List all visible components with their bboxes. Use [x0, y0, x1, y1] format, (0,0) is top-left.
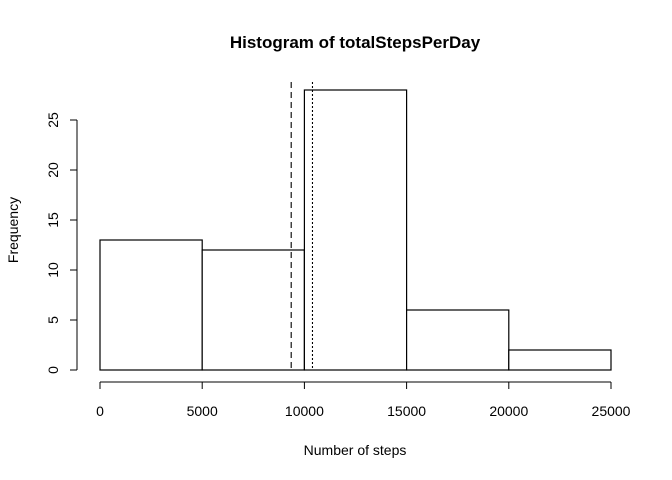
x-tick-label: 25000 [592, 403, 631, 419]
y-tick-label: 20 [45, 162, 61, 178]
chart-title: Histogram of totalStepsPerDay [230, 33, 481, 52]
histogram-bar-3 [406, 309, 510, 371]
y-tick-label: 10 [45, 262, 61, 278]
y-tick-label: 0 [45, 366, 61, 374]
x-tick-label: 5000 [187, 403, 218, 419]
histogram-bar-1 [201, 249, 305, 371]
x-axis: 0 5000 10000 15000 20000 25000 [96, 381, 631, 419]
x-tick-label: 0 [96, 403, 104, 419]
x-tick-label: 10000 [285, 403, 324, 419]
histogram-bar-2 [303, 89, 408, 371]
reference-lines-group [290, 82, 314, 370]
x-tick-label: 15000 [387, 403, 426, 419]
y-axis-label: Frequency [5, 197, 21, 263]
y-axis: 0 5 10 15 20 25 [45, 112, 78, 374]
y-tick-label: 5 [45, 316, 61, 324]
x-tick-label: 20000 [489, 403, 528, 419]
histogram-bar-0 [99, 239, 203, 371]
y-tick-label: 15 [45, 212, 61, 228]
bars-group [99, 89, 612, 371]
histogram-bar-4 [508, 349, 612, 371]
y-tick-label: 25 [45, 112, 61, 128]
x-axis-label: Number of steps [304, 442, 407, 458]
